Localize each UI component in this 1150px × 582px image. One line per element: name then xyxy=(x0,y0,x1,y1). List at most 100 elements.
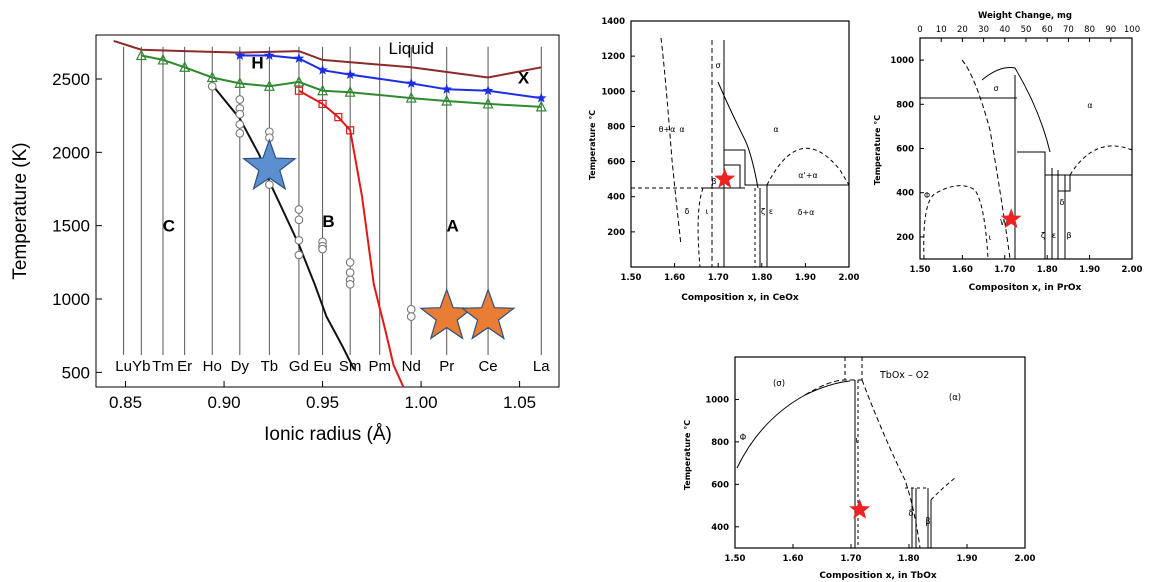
square-marker xyxy=(294,86,304,95)
region-label: H xyxy=(251,54,263,73)
y-axis-label: Temperature °C xyxy=(873,115,882,185)
x-tick-label: 1.90 xyxy=(1079,265,1100,275)
x-tick-label: 1.80 xyxy=(1037,265,1058,275)
y-tick-label: 500 xyxy=(62,363,90,382)
axis-ticks: 1.50 1.60 1.70 1.80 1.90 2.00 400 600 800 1000 xyxy=(705,395,1035,564)
plot-frame xyxy=(630,20,850,268)
highlight-star xyxy=(1000,208,1022,229)
star-marker xyxy=(317,64,328,75)
top-tick-label: 70 xyxy=(1063,25,1074,35)
plot-frame xyxy=(95,34,560,388)
series-line xyxy=(211,84,355,370)
y-tick-label: 1400 xyxy=(601,17,625,27)
element-label: Nd xyxy=(402,358,421,375)
y-axis-label: Temperature °C xyxy=(588,110,597,180)
x-tick-label: 1.00 xyxy=(405,393,438,412)
y-tick-label: 1000 xyxy=(601,87,625,97)
open-circle-point xyxy=(294,205,304,214)
x-axis-label: Ionic radius (Å) xyxy=(264,424,392,445)
x-tick-label: 1.90 xyxy=(957,554,978,564)
y-tick-label: 400 xyxy=(711,523,729,533)
element-label: Lu xyxy=(115,358,132,375)
top-tick-label: 10 xyxy=(936,25,947,35)
open-circle-point xyxy=(235,120,245,129)
region-label: B xyxy=(322,212,334,231)
phase-label: α'+α xyxy=(798,171,817,180)
ceox-phase-diagram: 1.50 1.60 1.70 1.80 1.90 2.00 200 400 600 800 1000… xyxy=(588,17,860,303)
top-tick-label: 60 xyxy=(1042,25,1053,35)
top-tick-label: 90 xyxy=(1105,25,1116,35)
prox-phase-diagram: 1.50 1.60 1.70 1.80 1.90 2.002004006008001000… xyxy=(873,11,1143,293)
phase-label: β xyxy=(1066,231,1071,240)
element-label: Pm xyxy=(368,358,391,375)
y-tick-label: 1000 xyxy=(52,290,90,309)
x-tick-label: 1.80 xyxy=(751,273,772,283)
phase-labels: (σ) (α) Φ ι δ β xyxy=(740,379,961,527)
highlight-stars xyxy=(849,498,871,519)
y-axis-label: Temperature (K) xyxy=(10,142,31,279)
phase-label: ι xyxy=(989,233,992,242)
highlight-stars xyxy=(1000,208,1022,229)
phase-label: ζ xyxy=(761,207,765,216)
highlight-star xyxy=(460,287,516,340)
y-tick-label: 800 xyxy=(607,122,625,132)
phase-label: Φ xyxy=(924,191,930,200)
series-markers xyxy=(135,49,547,135)
region-label: A xyxy=(446,217,458,236)
top-tick-label: 100 xyxy=(1124,25,1140,35)
highlight-star xyxy=(242,138,297,191)
series-line xyxy=(298,89,405,388)
phase-label: δ xyxy=(908,509,913,519)
star-marker xyxy=(293,53,305,63)
x-tick-label: 0.95 xyxy=(306,393,339,412)
open-circle-point xyxy=(345,279,355,289)
tbox-phase-diagram: 1.50 1.60 1.70 1.80 1.90 2.00 400 600 800 1000 (σ… xyxy=(683,356,1036,581)
phase-boundaries xyxy=(631,37,850,268)
open-circle-point xyxy=(345,257,355,267)
square-marker xyxy=(346,126,355,135)
x-tick-label: 0.85 xyxy=(109,393,142,412)
plot-frame xyxy=(734,356,1026,549)
y-tick-label: 800 xyxy=(711,438,729,448)
x-tick-label: 1.50 xyxy=(621,273,642,283)
triangle-marker xyxy=(317,84,329,96)
y-tick-label: 200 xyxy=(607,228,625,238)
phase-label: θ+α xyxy=(659,125,676,134)
element-label: Dy xyxy=(231,358,250,375)
star-marker xyxy=(234,50,246,60)
y-tick-label: 600 xyxy=(711,480,729,490)
phase-label: ι xyxy=(856,436,859,446)
phase-label: W xyxy=(1000,218,1008,227)
star-marker xyxy=(482,85,494,96)
x-tick-label: 1.60 xyxy=(783,554,804,564)
triangle-marker xyxy=(234,77,246,89)
chart-title: TbOx – O2 xyxy=(879,370,929,381)
x-tick-label: 1.70 xyxy=(841,554,862,564)
top-tick-label: 30 xyxy=(978,25,989,35)
highlight-star xyxy=(849,498,871,519)
region-label: C xyxy=(163,217,175,236)
y-tick-label: 1200 xyxy=(601,52,625,62)
triangle-marker xyxy=(157,53,169,65)
phase-label: β xyxy=(925,517,930,527)
element-label: Gd xyxy=(289,358,309,375)
y-tick-label: 400 xyxy=(896,189,914,199)
phase-labels: σ α Φι ζ ε δ β W xyxy=(924,84,1093,242)
open-circle-point xyxy=(235,128,245,138)
top-tick-label: 80 xyxy=(1084,25,1095,35)
phase-label: Φ xyxy=(740,433,747,443)
star-marker xyxy=(536,92,547,103)
triangle-marker xyxy=(482,97,494,109)
phase-label: ε xyxy=(769,207,773,216)
x-tick-label: 1.70 xyxy=(708,273,729,283)
y-tick-label: 800 xyxy=(896,100,914,110)
open-circle-point xyxy=(235,109,245,119)
triangle-marker xyxy=(293,75,305,87)
element-label: Yb xyxy=(132,358,150,375)
x-tick-label: 2.00 xyxy=(1015,554,1036,564)
x-tick-label: 0.90 xyxy=(208,393,241,412)
x-tick-label: 1.05 xyxy=(503,393,536,412)
open-circle-point xyxy=(235,95,245,104)
x-tick-label: 1.70 xyxy=(994,265,1015,275)
x-tick-label: 1.90 xyxy=(795,273,816,283)
